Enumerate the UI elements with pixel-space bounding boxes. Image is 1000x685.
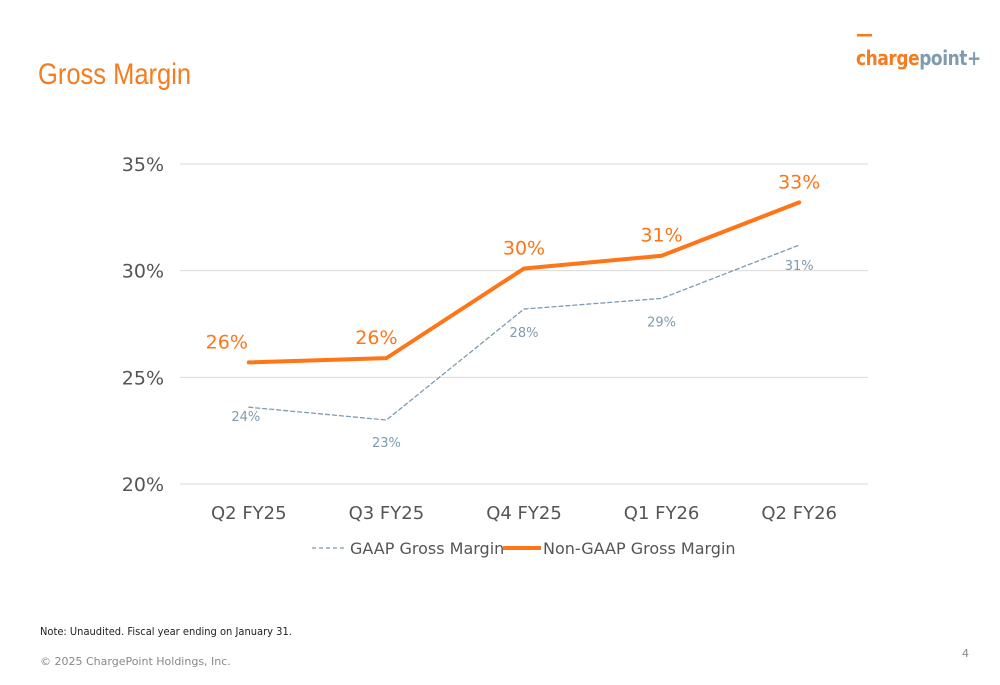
data-label: 24% [231,410,260,425]
legend-label-gaap: GAAP Gross Margin [350,539,504,558]
copyright: © 2025 ChargePoint Holdings, Inc. [40,655,231,668]
data-label: 30% [503,238,545,260]
y-tick-label: 35% [122,154,164,176]
page-number: 4 [962,647,969,660]
y-tick-label: 30% [122,261,164,283]
series-line-gaap [248,244,800,421]
x-tick-label: Q3 FY25 [349,503,425,524]
legend-label-non-gaap: Non-GAAP Gross Margin [543,539,736,558]
y-tick-label: 20% [122,474,164,496]
series-line-non-gaap [246,200,802,365]
data-label: 26% [206,331,248,353]
data-label: 28% [510,326,539,341]
data-label: 31% [640,225,682,247]
x-tick-label: Q2 FY25 [211,503,287,524]
data-label: 33% [778,171,820,193]
x-tick-label: Q4 FY25 [486,503,562,524]
page-title: Gross Margin [38,58,192,91]
footnote: Note: Unaudited. Fiscal year ending on J… [40,625,292,638]
data-label: 23% [372,436,401,451]
data-label: 29% [647,315,676,330]
data-label: 31% [785,259,814,274]
y-tick-label: 25% [122,367,164,389]
data-label: 26% [355,327,397,349]
chargepoint-logo: —chargepoint+ [856,22,981,70]
x-tick-label: Q1 FY26 [624,503,700,524]
x-tick-label: Q2 FY26 [761,503,837,524]
